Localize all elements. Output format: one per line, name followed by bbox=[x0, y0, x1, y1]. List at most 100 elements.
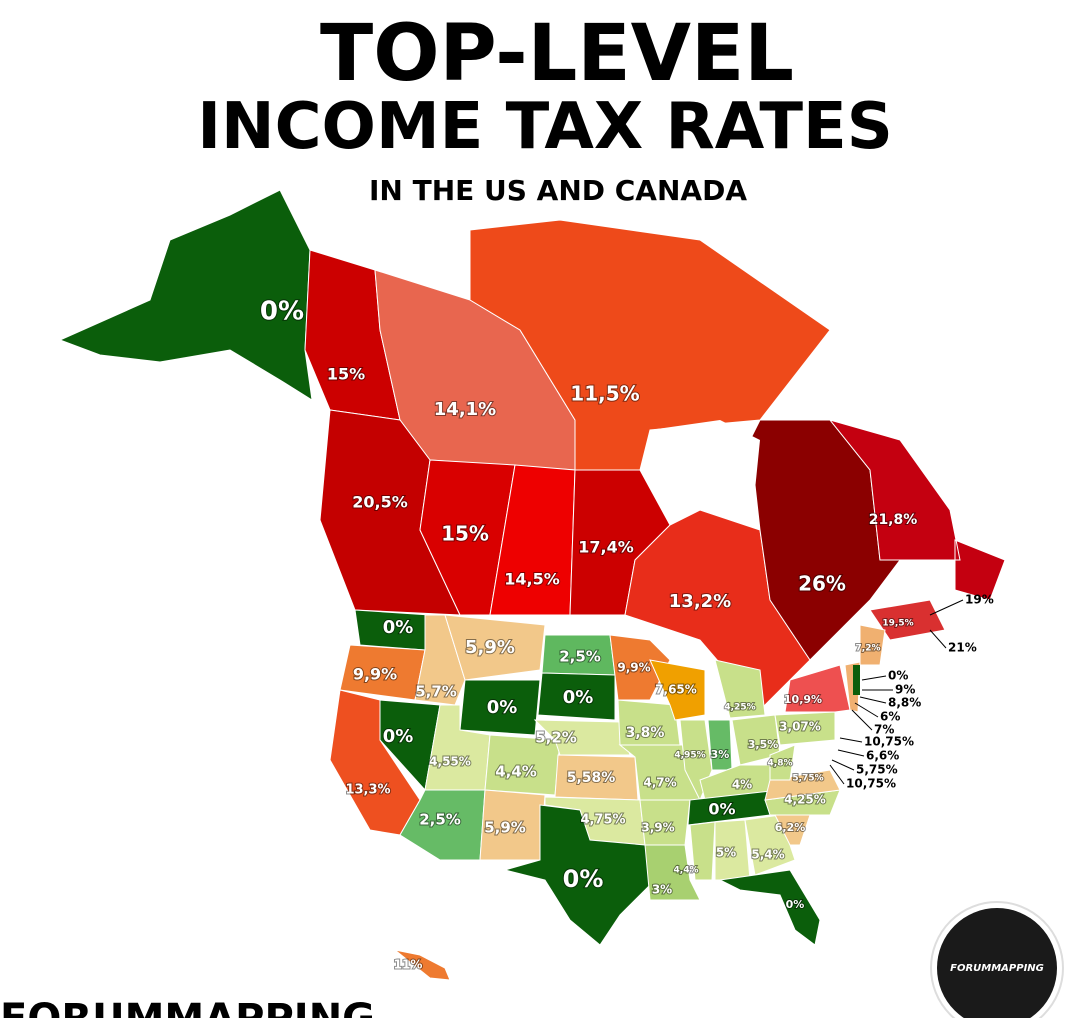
region-label: 11,5% bbox=[570, 382, 639, 406]
region-label: 5,4% bbox=[751, 848, 784, 862]
region-shape bbox=[718, 869, 821, 946]
region-label: 9,9% bbox=[353, 665, 397, 684]
region-shape bbox=[624, 509, 811, 711]
region-label: 4,4% bbox=[674, 866, 699, 876]
region-shape bbox=[394, 949, 451, 981]
region-label: 4,8% bbox=[768, 759, 793, 769]
callout-label: 8,8% bbox=[888, 696, 921, 710]
region-label: 5,75% bbox=[792, 774, 823, 784]
region-label: 2,5% bbox=[419, 811, 461, 829]
region-label: 7,2% bbox=[856, 644, 881, 654]
region-label: 3% bbox=[711, 748, 730, 761]
region-shape bbox=[649, 659, 706, 721]
region-label: 4,25% bbox=[784, 793, 826, 807]
callout-label: 10,75% bbox=[846, 777, 896, 791]
region-label: 0% bbox=[383, 617, 414, 638]
region-label: 3,9% bbox=[641, 821, 674, 835]
callout-line bbox=[859, 696, 887, 704]
region-label: 9,9% bbox=[617, 661, 650, 675]
region-label: 0% bbox=[563, 687, 594, 708]
region-label: 4,4% bbox=[495, 763, 537, 781]
region-shape bbox=[537, 672, 616, 721]
callout-label: 21% bbox=[948, 641, 977, 655]
region-label: 4,25% bbox=[724, 703, 755, 713]
region-label: 21,8% bbox=[869, 512, 918, 528]
callout-line bbox=[929, 629, 947, 649]
region-label: 4,95% bbox=[674, 751, 705, 761]
region-label: 3,5% bbox=[748, 738, 779, 751]
callouts: 19%21%0%9%8,8%6%7%10,75%6,6%5,75%10,75% bbox=[829, 593, 994, 791]
regions bbox=[58, 189, 1006, 981]
callout-line bbox=[831, 759, 855, 771]
callout-line bbox=[839, 737, 863, 743]
region-shape bbox=[784, 664, 851, 713]
callout-label: 19% bbox=[965, 593, 994, 607]
region-label: 11% bbox=[394, 958, 423, 972]
region-label: 4% bbox=[732, 778, 752, 792]
region-label: 15% bbox=[441, 522, 489, 546]
callout-line bbox=[851, 709, 873, 731]
region-shape bbox=[58, 189, 313, 401]
region-label: 3% bbox=[652, 883, 672, 897]
region-label: 7,65% bbox=[655, 683, 697, 697]
region-shape bbox=[769, 744, 796, 781]
region-shape bbox=[419, 459, 516, 616]
watermark: FORUMMAPPING bbox=[0, 996, 375, 1018]
region-label: 5,7% bbox=[415, 683, 457, 701]
region-label: 14,1% bbox=[434, 399, 496, 420]
nh-shape bbox=[853, 665, 860, 695]
region-labels: 0% 15% 14,1% 11,5% 20,5% 15% 14,5% 17,4% 13,2% 26… bbox=[259, 296, 918, 973]
region-label: 3,07% bbox=[779, 720, 821, 734]
region-shape bbox=[533, 719, 631, 756]
hudson-bay bbox=[640, 420, 760, 520]
region-label: 6,2% bbox=[775, 821, 806, 834]
callout-line bbox=[837, 749, 865, 757]
callout-line bbox=[929, 599, 964, 616]
region-shape bbox=[774, 711, 836, 746]
region-label: 5,9% bbox=[465, 637, 515, 658]
subtitle: IN THE US AND CANADA bbox=[369, 174, 747, 207]
region-label: 5,9% bbox=[484, 819, 526, 837]
region-label: 4,7% bbox=[643, 776, 676, 790]
logo-text: FORUMMAPPING bbox=[950, 963, 1044, 974]
callout-line bbox=[861, 675, 887, 681]
region-label: 4,55% bbox=[429, 755, 471, 769]
logo-disc bbox=[937, 908, 1057, 1018]
region-label: 13,3% bbox=[345, 783, 390, 798]
title-line-2: INCOME TAX RATES bbox=[197, 90, 893, 164]
region-label: 5% bbox=[716, 846, 736, 860]
region-label: 19,5% bbox=[882, 619, 913, 629]
region-label: 20,5% bbox=[352, 493, 408, 512]
region-shape bbox=[714, 659, 766, 719]
callout-line bbox=[854, 702, 879, 718]
region-label: 15% bbox=[327, 365, 365, 384]
region-shape bbox=[828, 419, 1006, 601]
region-label: 2,5% bbox=[559, 648, 601, 666]
callout-label: 9% bbox=[895, 683, 915, 697]
region-label: 13,2% bbox=[669, 591, 731, 612]
title-line-1: TOP-LEVEL bbox=[320, 9, 794, 99]
region-label: 0% bbox=[786, 898, 805, 911]
region-shape bbox=[707, 719, 733, 771]
region-label: 3,8% bbox=[626, 725, 665, 741]
callout-label: 6% bbox=[880, 710, 900, 724]
callout-line bbox=[829, 764, 845, 785]
callout-label: 6,6% bbox=[866, 749, 899, 763]
region-label: 5,58% bbox=[567, 770, 616, 786]
region-shape bbox=[764, 769, 841, 801]
region-shape bbox=[844, 624, 886, 713]
region-label: 14,5% bbox=[504, 570, 560, 589]
region-label: 0% bbox=[563, 865, 604, 893]
region-shape bbox=[459, 679, 541, 736]
region-shape bbox=[444, 614, 546, 681]
region-label: 0% bbox=[708, 800, 735, 819]
region-label: 26% bbox=[798, 572, 846, 596]
callout-label: 0% bbox=[888, 669, 908, 683]
region-label: 17,4% bbox=[578, 538, 634, 557]
region-label: 5,2% bbox=[535, 729, 577, 747]
region-shape bbox=[644, 844, 701, 901]
region-label: 10,9% bbox=[784, 693, 822, 706]
region-shape bbox=[503, 804, 656, 946]
callout-label: 10,75% bbox=[864, 735, 914, 749]
